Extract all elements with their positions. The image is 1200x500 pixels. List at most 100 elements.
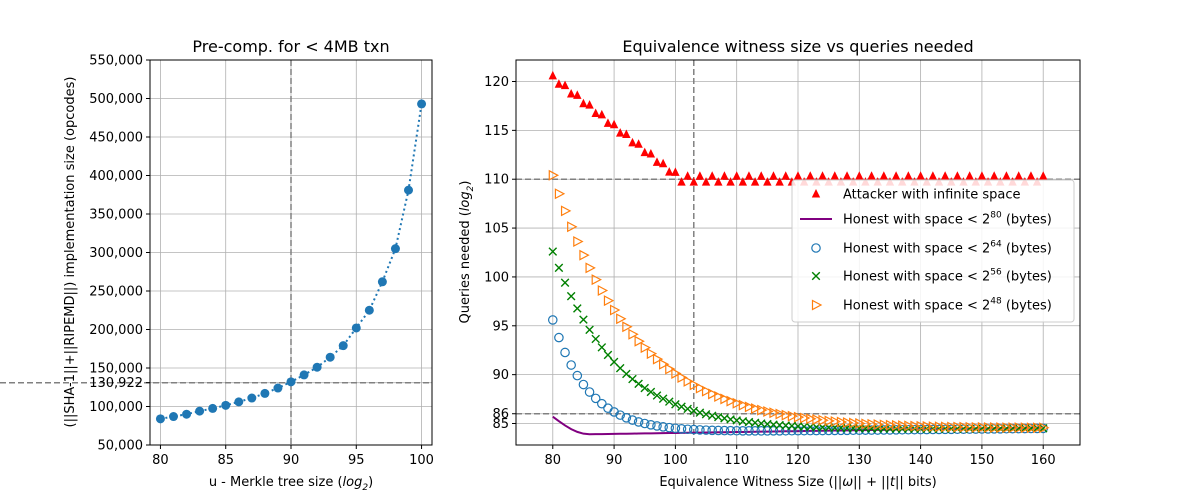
honest-2-64-point <box>664 422 675 433</box>
left-data-point <box>325 352 335 362</box>
honest-2-56-point <box>646 387 656 397</box>
right-y-tick-label: 86 <box>492 407 509 422</box>
left-y-tick-label: 300,000 <box>89 246 143 261</box>
honest-2-48-point <box>671 367 682 379</box>
honest-2-64-point <box>713 425 724 436</box>
right-x-tick-label: 160 <box>1031 453 1056 468</box>
honest-2-64-point <box>688 424 699 435</box>
honest-2-56-point <box>652 391 662 400</box>
attacker-point <box>1026 171 1036 180</box>
left-data-point <box>390 244 400 254</box>
honest-2-64-point <box>670 423 681 434</box>
honest-2-48-point <box>683 375 694 387</box>
honest-2-48-point <box>634 335 645 347</box>
honest-2-48-point <box>677 372 688 384</box>
x-stroke <box>548 247 558 256</box>
honest-2-48-point <box>891 419 903 431</box>
attacker-point <box>1039 171 1048 180</box>
honest-2-48-point <box>836 416 848 428</box>
right-y-tick-label: 105 <box>484 222 509 237</box>
attacker-point <box>750 177 760 186</box>
honest-2-48-point <box>977 421 989 433</box>
honest-2-48-point <box>1008 422 1019 434</box>
attacker-point <box>658 158 668 168</box>
honest-2-64-point <box>547 315 558 325</box>
honest-2-48-point <box>990 422 1001 434</box>
left-data-point <box>351 323 361 333</box>
legend-entry: Attacker with infinite space <box>811 188 1020 203</box>
honest-2-48-point <box>806 413 817 425</box>
honest-2-48-point <box>585 262 596 274</box>
x-stroke <box>622 369 631 379</box>
honest-2-64-point <box>682 424 693 435</box>
attacker-point <box>928 171 938 180</box>
attacker-point <box>757 171 766 180</box>
honest-2-64-point <box>627 415 638 425</box>
honest-2-64-point <box>934 424 944 435</box>
left-data-point <box>299 370 309 380</box>
honest-2-48-point <box>628 328 639 340</box>
left-y-tick-label: 50,000 <box>98 439 144 454</box>
honest-2-48-point <box>953 421 964 433</box>
honest-2-48-point <box>744 401 756 413</box>
honest-2-64-point <box>719 425 730 436</box>
attacker-point <box>701 177 711 186</box>
x-stroke <box>585 325 594 335</box>
honest-2-48-point <box>1032 422 1044 434</box>
honest-2-64-point <box>725 425 736 436</box>
attacker-point <box>940 171 950 180</box>
honest-2-64-point <box>695 425 705 435</box>
legend-right-triangle-icon <box>811 299 823 311</box>
attacker-point <box>597 109 607 119</box>
honest-2-48-point <box>996 422 1007 434</box>
left-data-point <box>286 377 296 387</box>
honest-2-48-point <box>579 249 590 261</box>
honest-2-48-point <box>573 236 584 248</box>
honest-2-64-point <box>597 398 607 409</box>
attacker-point <box>775 177 784 186</box>
left-data-point <box>234 397 244 407</box>
honest-2-56-point <box>597 343 607 352</box>
right-x-tick-label: 120 <box>786 453 811 468</box>
attacker-point <box>714 177 723 186</box>
attacker-point <box>953 171 962 180</box>
left-y-tick-label: 130,922 <box>89 376 143 391</box>
honest-2-64-point <box>590 393 601 404</box>
x-stroke <box>701 409 711 419</box>
attacker-point <box>548 70 557 80</box>
right-x-axis-label: Equivalence Witness Size (||ω|| + ||t|| … <box>659 475 936 490</box>
attacker-point <box>646 149 656 158</box>
honest-2-48-point <box>548 169 560 181</box>
x-stroke <box>1038 424 1048 433</box>
honest-2-48-point <box>567 221 578 233</box>
honest-2-48-point <box>818 414 829 426</box>
honest-2-64-point <box>572 370 583 381</box>
attacker-point <box>677 177 686 186</box>
honest-2-48-point <box>616 313 627 325</box>
legend-entry: Honest with space < 280 (bytes) <box>800 211 1052 228</box>
legend-x-icon <box>811 271 821 281</box>
legend-label: Honest with space < 264 (bytes) <box>843 240 1052 257</box>
honest-2-48-point <box>738 399 750 411</box>
honest-2-56-point <box>566 291 576 301</box>
honest-2-48-point <box>1039 422 1050 434</box>
honest-2-64-point <box>928 424 938 435</box>
left-y-tick-label: 500,000 <box>89 92 143 107</box>
attacker-point <box>560 80 570 90</box>
honest-2-48-point <box>904 420 915 432</box>
attacker-point <box>628 137 637 147</box>
attacker-point <box>720 171 729 180</box>
x-stroke <box>628 374 637 384</box>
attacker-point <box>879 171 889 180</box>
honest-2-56-point <box>603 350 613 360</box>
x-stroke <box>573 304 582 313</box>
left-data-point <box>247 393 257 403</box>
attacker-point <box>867 171 876 180</box>
honest-2-48-point <box>597 285 609 297</box>
legend-entry: Honest with space < 264 (bytes) <box>811 240 1052 257</box>
honest-2-64-point <box>774 426 785 436</box>
right-chart-title: Equivalence witness size vs queries need… <box>622 37 973 56</box>
x-stroke <box>652 391 662 400</box>
honest-2-64-point <box>639 418 650 429</box>
